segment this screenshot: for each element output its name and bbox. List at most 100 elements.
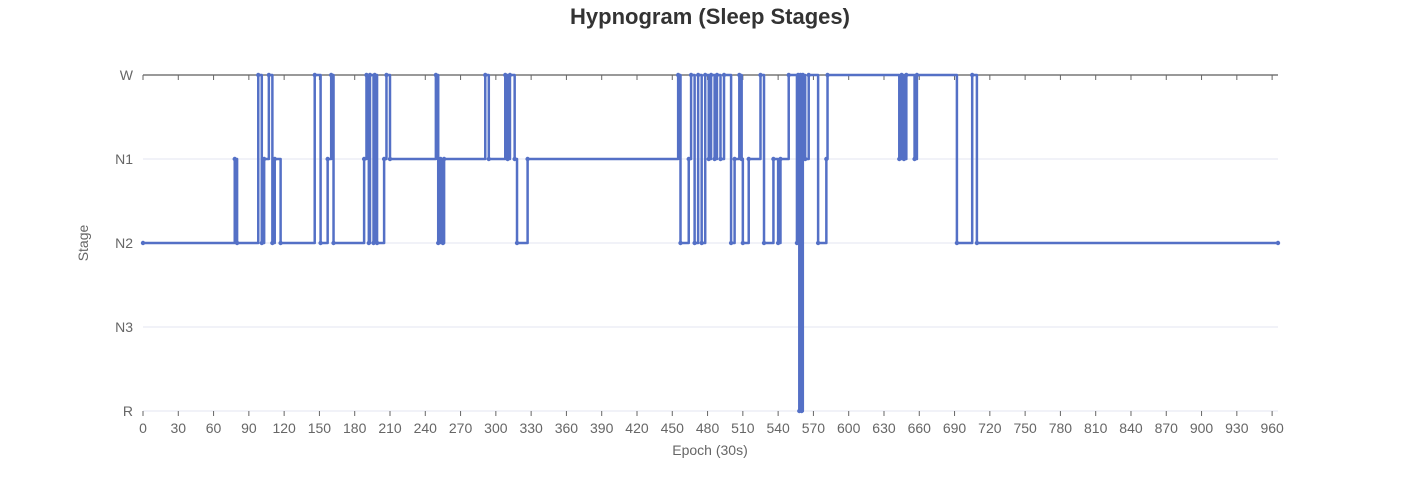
x-tick-label-930: 930 xyxy=(1225,420,1249,436)
x-axis-ticks: 0 30 60 90 120 150 180 210 240 270 300 330 360 390 420… xyxy=(139,420,1284,436)
x-tick-label-510: 510 xyxy=(731,420,755,436)
data-point-72 xyxy=(815,240,821,246)
x-tick-label-570: 570 xyxy=(802,420,826,436)
y-tick-label-n1: N1 xyxy=(115,151,133,167)
data-point-30 xyxy=(483,72,488,78)
data-point-61 xyxy=(775,240,781,246)
data-point-37 xyxy=(525,156,530,162)
data-point-52 xyxy=(728,240,734,246)
x-tick-label-330: 330 xyxy=(519,420,543,436)
data-point-63 xyxy=(786,72,791,78)
data-point-29 xyxy=(441,156,447,162)
data-point-22 xyxy=(381,156,387,162)
x-tick-label-480: 480 xyxy=(696,420,720,436)
x-tick-label-960: 960 xyxy=(1260,420,1284,436)
data-point-64 xyxy=(794,240,800,246)
data-point-62 xyxy=(778,156,783,162)
x-tick-label-540: 540 xyxy=(766,420,790,436)
x-tick-label-270: 270 xyxy=(449,420,473,436)
data-point-12 xyxy=(325,156,330,162)
data-point-59 xyxy=(761,240,767,246)
data-point-36 xyxy=(514,240,520,246)
x-tick-label-720: 720 xyxy=(978,420,1002,436)
data-point-27 xyxy=(438,156,443,162)
x-tick-label-60: 60 xyxy=(206,420,222,436)
x-tick-label-840: 840 xyxy=(1119,420,1143,436)
x-tick-label-150: 150 xyxy=(308,420,332,436)
data-point-5 xyxy=(261,156,267,162)
y-tick-label-n3: N3 xyxy=(115,319,133,335)
x-tick-label-450: 450 xyxy=(661,420,685,436)
data-point-45 xyxy=(703,72,708,78)
y-tick-label-n2: N2 xyxy=(115,235,133,251)
x-tick-label-300: 300 xyxy=(484,420,508,436)
data-point-70 xyxy=(802,156,808,162)
data-point-56 xyxy=(740,240,746,246)
data-point-51 xyxy=(721,72,727,78)
data-point-49 xyxy=(714,72,720,78)
data-point-0 xyxy=(140,240,146,246)
data-point-73 xyxy=(824,156,829,162)
data-point-6 xyxy=(266,72,272,78)
data-point-17 xyxy=(366,240,372,246)
data-point-28 xyxy=(440,240,446,246)
x-tick-label-900: 900 xyxy=(1190,420,1214,436)
data-point-34 xyxy=(507,72,513,78)
data-point-19 xyxy=(371,240,376,246)
x-tick-label-750: 750 xyxy=(1013,420,1037,436)
data-point-3 xyxy=(256,72,261,78)
data-point-44 xyxy=(699,240,704,246)
data-point-14 xyxy=(331,240,336,246)
data-point-46 xyxy=(706,156,711,162)
marker-layer xyxy=(140,72,1281,414)
x-tick-label-690: 690 xyxy=(943,420,967,436)
data-point-39 xyxy=(678,240,683,246)
data-point-7 xyxy=(270,240,275,246)
x-tick-label-360: 360 xyxy=(555,420,579,436)
x-tick-label-600: 600 xyxy=(837,420,861,436)
data-point-25 xyxy=(433,72,439,78)
data-point-74 xyxy=(825,72,830,78)
x-tick-label-630: 630 xyxy=(872,420,896,436)
data-point-2 xyxy=(234,240,240,246)
data-point-35 xyxy=(512,156,517,162)
x-tick-label-390: 390 xyxy=(590,420,614,436)
data-point-33 xyxy=(505,156,510,162)
data-point-13 xyxy=(328,72,334,78)
data-point-55 xyxy=(739,156,744,162)
data-point-10 xyxy=(312,72,317,78)
data-point-69 xyxy=(800,72,806,78)
data-point-41 xyxy=(688,72,694,78)
x-axis-title: Epoch (30s) xyxy=(672,442,747,458)
data-point-1 xyxy=(232,156,237,162)
x-tick-label-210: 210 xyxy=(378,420,402,436)
data-point-40 xyxy=(686,156,691,162)
x-tick-label-870: 870 xyxy=(1155,420,1179,436)
data-point-38 xyxy=(675,72,681,78)
x-tick-label-420: 420 xyxy=(625,420,649,436)
data-point-81 xyxy=(954,240,960,246)
data-point-24 xyxy=(387,156,393,162)
data-point-32 xyxy=(503,72,508,78)
data-point-79 xyxy=(912,156,917,162)
data-point-31 xyxy=(486,156,491,162)
data-point-26 xyxy=(436,240,441,246)
data-point-77 xyxy=(901,156,907,162)
data-point-21 xyxy=(374,240,380,246)
x-tick-label-0: 0 xyxy=(139,420,147,436)
y-tick-label-w: W xyxy=(120,67,134,83)
data-point-9 xyxy=(278,240,283,246)
data-point-84 xyxy=(1275,240,1281,246)
data-point-71 xyxy=(806,72,811,78)
data-point-11 xyxy=(318,240,323,246)
y-axis-ticks: W N1 N2 N3 R xyxy=(115,67,134,419)
data-point-16 xyxy=(364,72,369,78)
data-point-20 xyxy=(372,72,377,78)
x-tick-label-30: 30 xyxy=(170,420,186,436)
data-point-53 xyxy=(732,156,737,162)
x-tick-label-90: 90 xyxy=(241,420,257,436)
data-point-76 xyxy=(899,72,904,78)
data-point-60 xyxy=(771,156,776,162)
data-point-42 xyxy=(692,240,697,246)
